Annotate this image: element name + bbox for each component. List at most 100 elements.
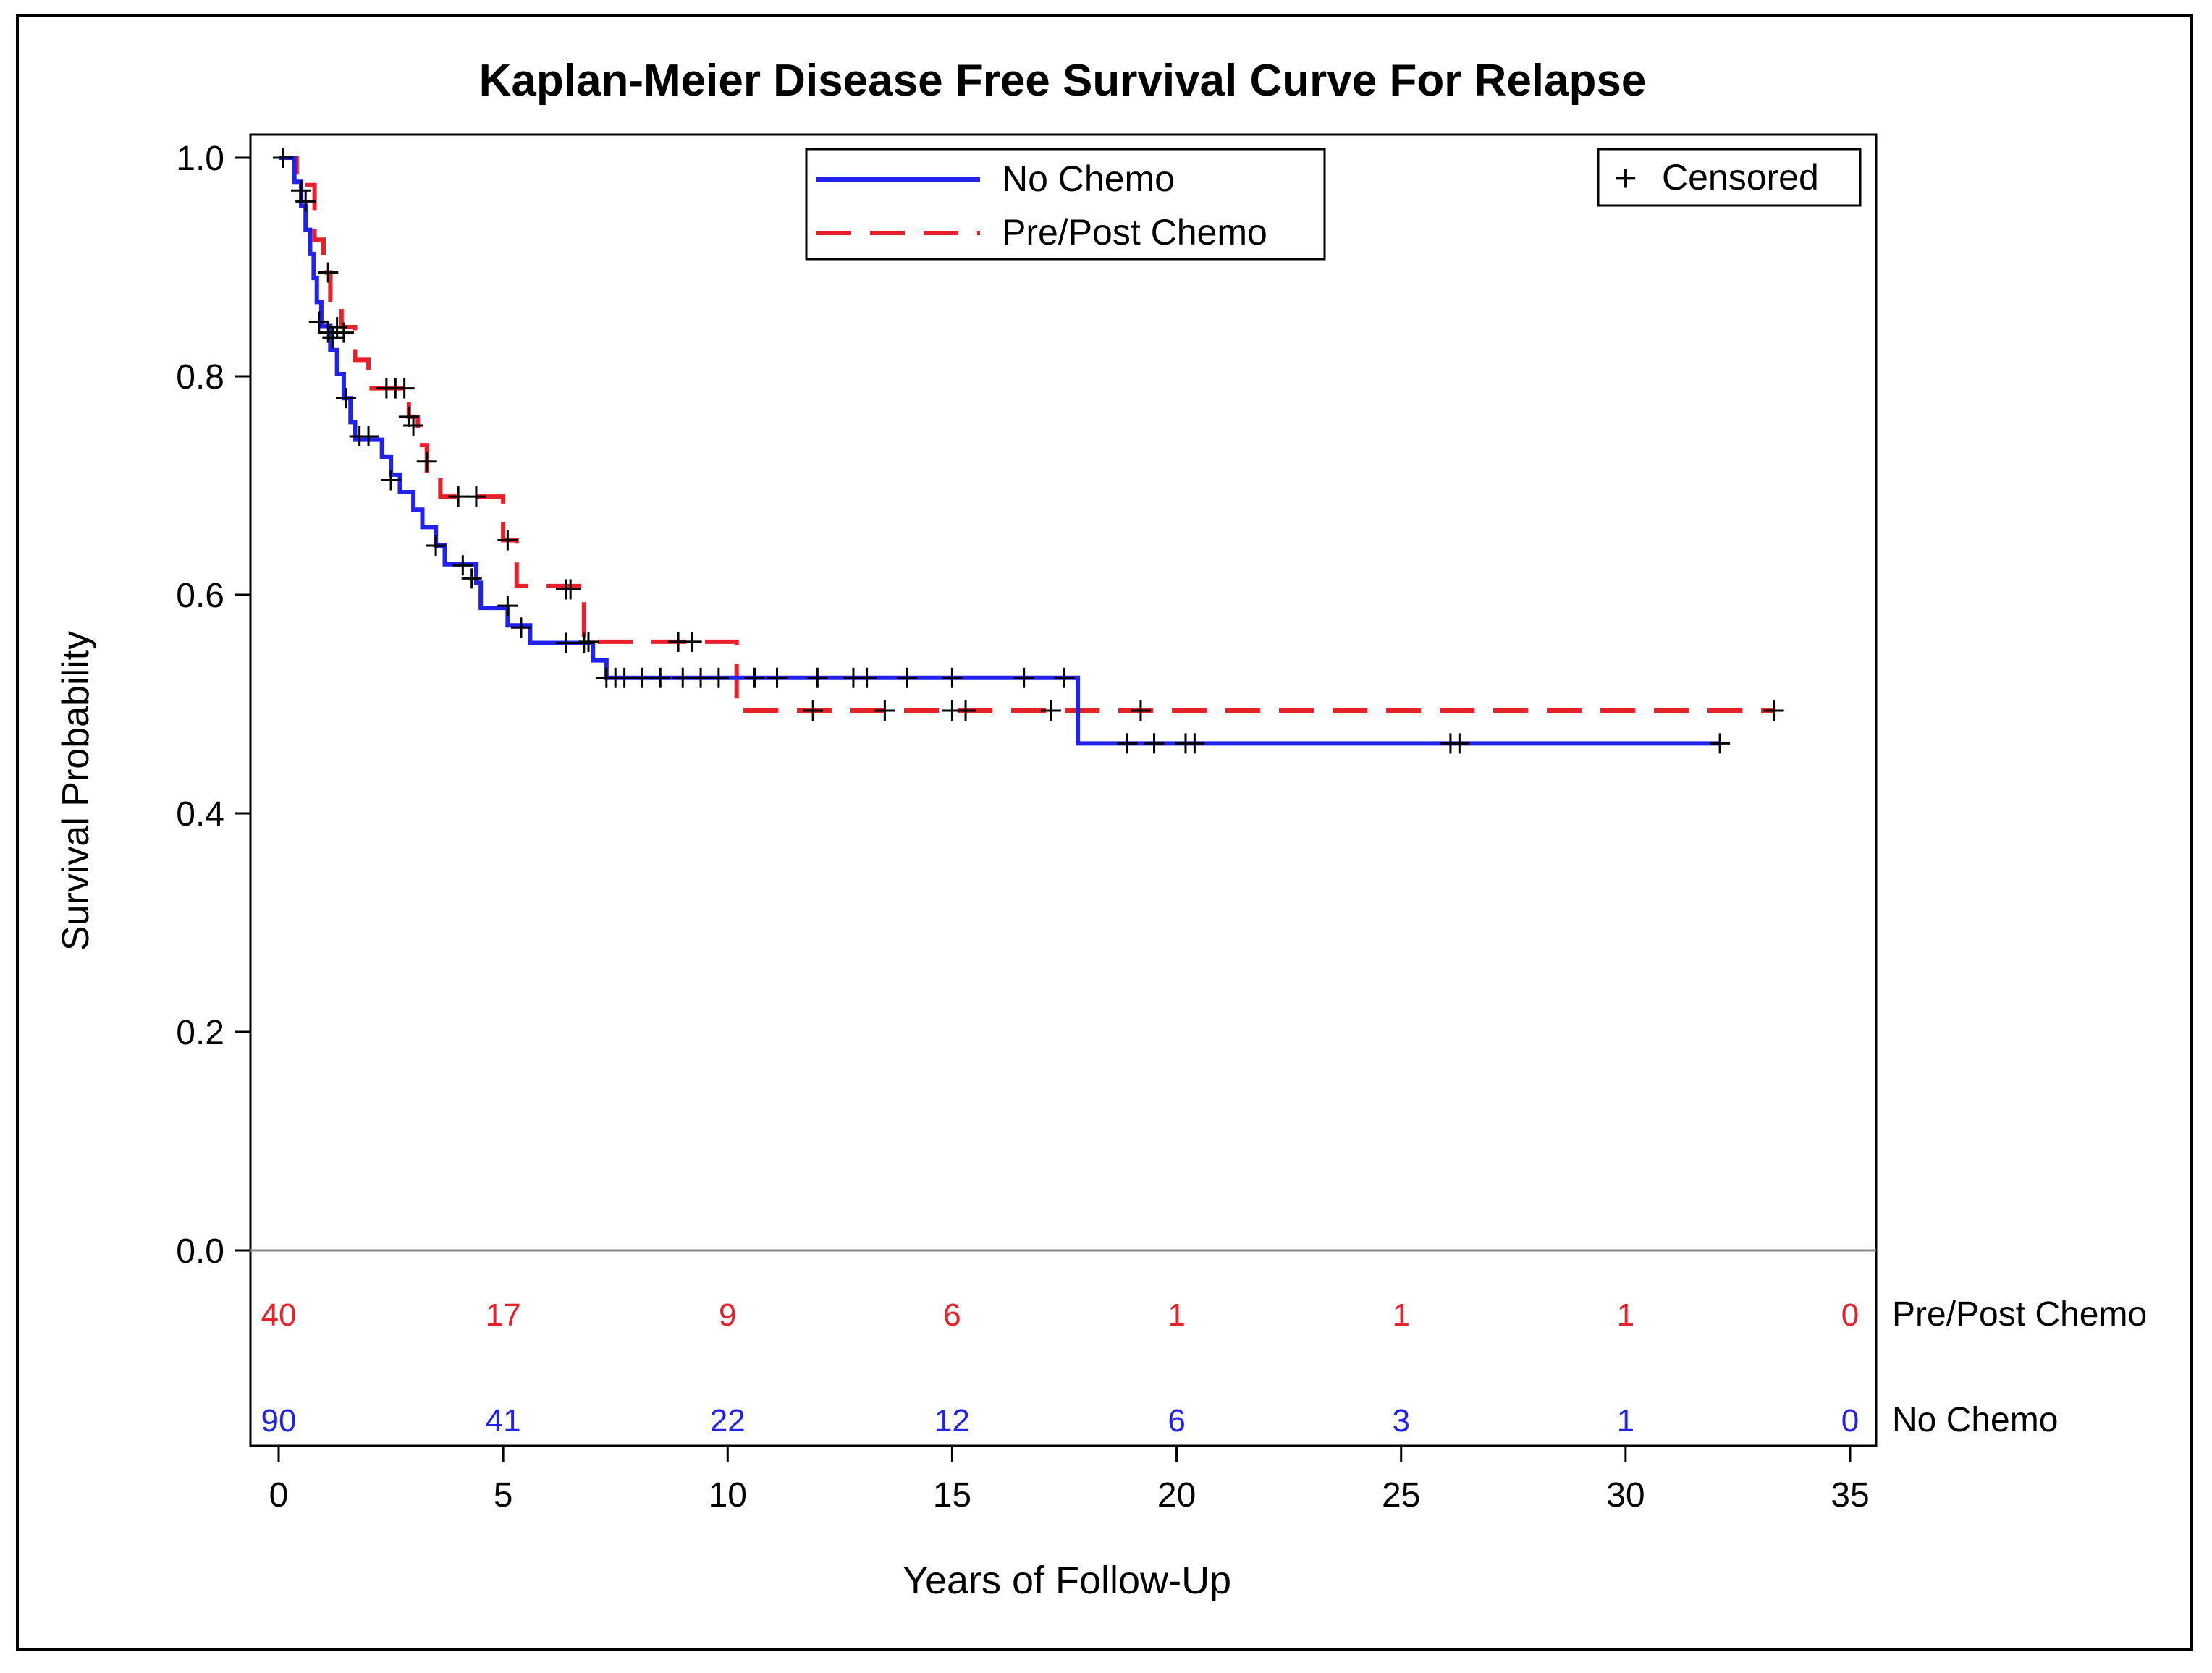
x-tick-label: 30 <box>1606 1476 1645 1515</box>
x-tick-label: 0 <box>269 1476 289 1515</box>
at-risk-count: 6 <box>1168 1403 1185 1439</box>
y-tick-label: 0.2 <box>176 1014 224 1052</box>
censor-mark <box>452 555 473 576</box>
censor-legend-box <box>1597 148 1862 207</box>
censor-mark <box>650 667 671 688</box>
at-risk-count: 22 <box>710 1403 746 1439</box>
censor-mark <box>955 700 976 721</box>
censor-mark <box>681 631 702 652</box>
censor-mark <box>416 451 437 472</box>
figure-frame <box>16 14 2193 1651</box>
censor-mark <box>403 415 424 436</box>
at-risk-count: 9 <box>719 1297 736 1333</box>
at-risk-table: 40 17 9 6 1 1 1 0 Pre/Post Chemo 90 41 22 12 6 3 1 0 No C… <box>261 1295 2148 1439</box>
censor-mark <box>578 631 599 652</box>
censor-marks <box>273 148 1784 754</box>
censor-mark <box>358 426 379 447</box>
y-tick-label: 0.8 <box>176 358 224 397</box>
at-risk-count: 90 <box>261 1403 297 1439</box>
plot-area-frame <box>249 133 1878 1447</box>
at-risk-count: 0 <box>1841 1403 1859 1439</box>
at-risk-count: 1 <box>1617 1297 1634 1333</box>
censor-mark <box>426 535 447 556</box>
censor-mark <box>555 632 576 653</box>
y-axis: 0.0 0.2 0.4 0.6 0.8 1.0 <box>176 140 250 1271</box>
censor-mark <box>803 700 824 721</box>
censor-mark <box>1130 700 1151 721</box>
x-tick-label: 35 <box>1831 1476 1869 1515</box>
at-risk-count: 17 <box>486 1297 521 1333</box>
x-axis-label: Years of Follow-Up <box>903 1559 1231 1602</box>
censor-mark <box>1763 700 1784 721</box>
series-legend: No Chemo Pre/Post Chemo <box>805 148 1326 261</box>
x-axis: 0 5 10 15 20 25 30 35 <box>269 1446 1870 1515</box>
censor-legend-label: Censored <box>1662 157 1819 198</box>
at-risk-count: 41 <box>486 1403 521 1439</box>
censor-mark <box>398 406 419 427</box>
y-tick-label: 0.0 <box>176 1232 224 1271</box>
at-risk-row-label: No Chemo <box>1892 1401 2058 1439</box>
censor-mark <box>336 388 357 409</box>
censor-mark <box>448 486 469 507</box>
survival-curves <box>279 156 1774 746</box>
censor-mark <box>632 667 653 688</box>
at-risk-count: 40 <box>261 1297 297 1333</box>
censor-mark <box>465 486 486 507</box>
y-tick-label: 1.0 <box>176 140 224 178</box>
censor-mark <box>614 667 635 688</box>
censor-mark <box>333 322 354 343</box>
at-risk-row-label: Pre/Post Chemo <box>1892 1295 2147 1334</box>
censor-mark <box>897 667 918 688</box>
x-tick-label: 20 <box>1157 1476 1196 1515</box>
at-risk-count: 0 <box>1841 1297 1859 1333</box>
x-tick-label: 25 <box>1382 1476 1420 1515</box>
y-tick-label: 0.4 <box>176 795 224 834</box>
curve-no-chemo <box>279 156 1721 746</box>
censor-mark <box>322 328 343 349</box>
censor-mark <box>394 378 415 399</box>
censor-mark <box>1449 733 1470 754</box>
x-tick-label: 5 <box>494 1476 513 1515</box>
censor-mark <box>942 667 963 688</box>
curve-pre-post-chemo <box>279 156 1774 713</box>
censor-mark <box>708 667 729 688</box>
censor-legend-symbol: + <box>1614 156 1637 200</box>
censor-mark <box>1710 733 1731 754</box>
x-tick-label: 15 <box>933 1476 971 1515</box>
censor-mark <box>318 262 339 283</box>
y-tick-label: 0.6 <box>176 577 224 615</box>
censor-mark <box>295 191 316 212</box>
censor-mark <box>1013 667 1034 688</box>
censor-mark <box>510 617 531 638</box>
censor-mark <box>672 667 693 688</box>
censor-mark <box>291 180 312 201</box>
censor-mark <box>807 667 828 688</box>
at-risk-count: 1 <box>1168 1297 1185 1333</box>
censor-mark <box>1040 700 1061 721</box>
x-tick-label: 10 <box>709 1476 747 1515</box>
at-risk-count: 12 <box>934 1403 970 1439</box>
chart-title: Kaplan-Meier Disease Free Survival Curve… <box>479 56 1647 106</box>
censor-mark <box>381 470 402 491</box>
legend-box <box>805 148 1326 261</box>
censor-mark <box>573 632 594 653</box>
censor-mark <box>497 530 518 551</box>
censor-legend: + Censored <box>1597 148 1862 207</box>
legend-label-pre-post-chemo: Pre/Post Chemo <box>1002 212 1267 253</box>
censor-mark <box>691 667 712 688</box>
censor-mark <box>1144 733 1165 754</box>
at-risk-count: 6 <box>943 1297 961 1333</box>
legend-label-no-chemo: No Chemo <box>1002 158 1175 199</box>
at-risk-count: 1 <box>1392 1297 1409 1333</box>
censor-mark <box>1184 733 1205 754</box>
censor-mark <box>308 311 329 332</box>
censor-mark <box>560 579 581 600</box>
censor-mark <box>744 667 765 688</box>
at-risk-count: 1 <box>1617 1403 1634 1439</box>
censor-mark <box>767 667 788 688</box>
censor-mark <box>273 148 294 168</box>
censor-mark <box>1117 733 1138 754</box>
censor-mark <box>497 596 518 617</box>
censor-mark <box>461 568 482 589</box>
